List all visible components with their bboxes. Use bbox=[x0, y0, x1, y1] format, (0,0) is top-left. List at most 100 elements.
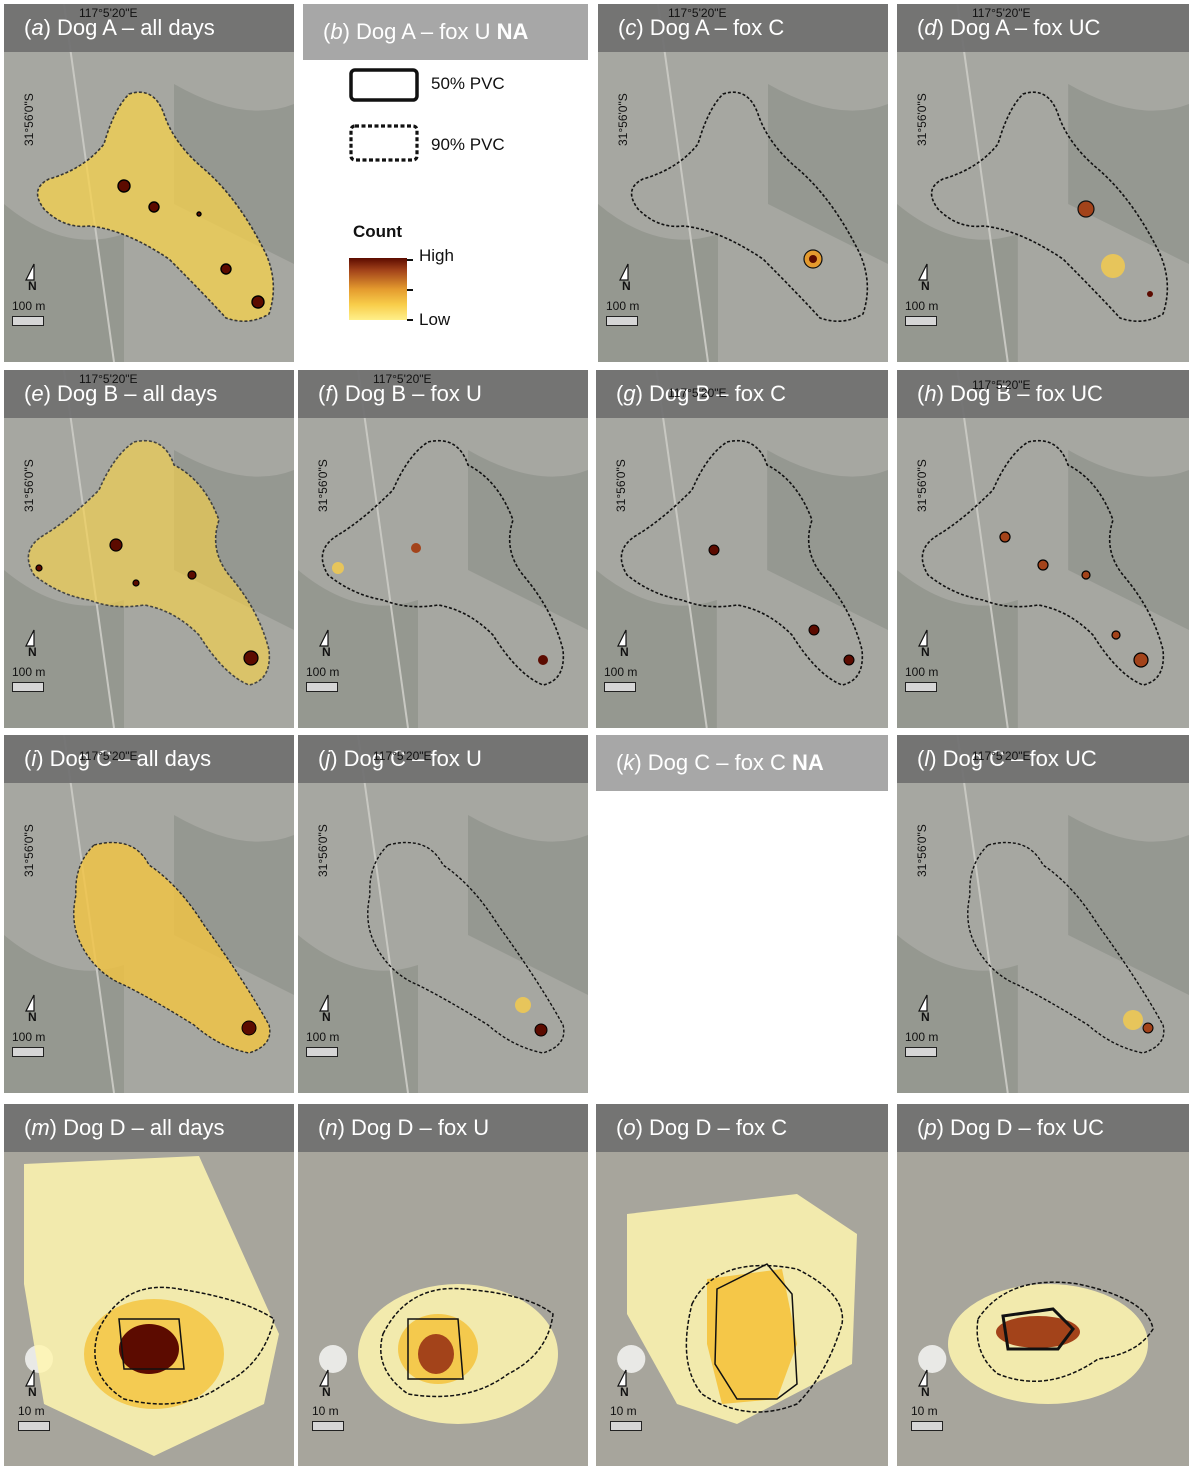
north-arrow-icon: N bbox=[22, 626, 46, 660]
panel-p: (p) Dog D – fox UC N 10 m bbox=[897, 1104, 1189, 1466]
panel-k: (k) Dog C – fox C NA bbox=[596, 735, 888, 1093]
panel-j: (j) Dog C – fox U 117°5'20"E 31°56'0"S N… bbox=[298, 735, 588, 1093]
latitude-label: 31°56'0"S bbox=[915, 93, 929, 146]
north-arrow-icon: N bbox=[22, 1366, 46, 1400]
scale-bar: 10 m bbox=[18, 1404, 50, 1431]
panel-header: (k) Dog C – fox C NA bbox=[596, 735, 888, 791]
panel-header: (o) Dog D – fox C bbox=[596, 1104, 888, 1152]
scale-bar: 100 m bbox=[306, 1030, 339, 1057]
longitude-label: 117°5'20"E bbox=[668, 6, 727, 20]
scale-bar: 100 m bbox=[905, 299, 938, 326]
satellite-map bbox=[298, 370, 588, 728]
panel-b: (b) Dog A – fox U NA 50% PVC 90% PVC Cou… bbox=[303, 4, 588, 362]
north-arrow-icon: N bbox=[915, 991, 939, 1025]
panel-c: (c) Dog A – fox C 117°5'20"E 31°56'0"S N… bbox=[598, 4, 888, 362]
panel-o: (o) Dog D – fox C N 10 m bbox=[596, 1104, 888, 1466]
panel-d: (d) Dog A – fox UC 117°5'20"E 31°56'0"S … bbox=[897, 4, 1189, 362]
pvc50-label: 50% PVC bbox=[431, 74, 505, 93]
satellite-map bbox=[897, 370, 1189, 728]
north-arrow-icon: N bbox=[915, 1366, 939, 1400]
latitude-label: 31°56'0"S bbox=[22, 824, 36, 877]
north-arrow-icon: N bbox=[22, 260, 46, 294]
north-arrow-icon: N bbox=[614, 626, 638, 660]
longitude-label: 117°5'20"E bbox=[972, 6, 1031, 20]
satellite-map bbox=[897, 735, 1189, 1093]
north-arrow-icon: N bbox=[915, 260, 939, 294]
north-arrow-icon: N bbox=[616, 260, 640, 294]
panel-header: (e) Dog B – all days bbox=[4, 370, 294, 418]
panel-header: (c) Dog A – fox C bbox=[598, 4, 888, 52]
count-high-label: High bbox=[419, 246, 454, 265]
scale-bar: 100 m bbox=[606, 299, 639, 326]
scale-bar: 10 m bbox=[911, 1404, 943, 1431]
latitude-label: 31°56'0"S bbox=[915, 459, 929, 512]
panel-header: (a) Dog A – all days bbox=[4, 4, 294, 52]
tick-low bbox=[407, 319, 413, 321]
scale-bar: 10 m bbox=[312, 1404, 344, 1431]
longitude-label: 117°5'20"E bbox=[972, 378, 1031, 392]
longitude-label: 117°5'20"E bbox=[373, 372, 432, 386]
satellite-map bbox=[298, 735, 588, 1093]
north-arrow-icon: N bbox=[316, 991, 340, 1025]
longitude-label: 117°5'20"E bbox=[972, 749, 1031, 763]
panel-header: (g) Dog B – fox C bbox=[596, 370, 888, 418]
panel-l: (l) Dog C – fox UC 117°5'20"E 31°56'0"S … bbox=[897, 735, 1189, 1093]
scale-bar: 100 m bbox=[12, 1030, 45, 1057]
latitude-label: 31°56'0"S bbox=[616, 93, 630, 146]
north-arrow-icon: N bbox=[614, 1366, 638, 1400]
longitude-label: 117°5'20"E bbox=[373, 749, 432, 763]
panel-header: (b) Dog A – fox U NA bbox=[303, 4, 588, 60]
latitude-label: 31°56'0"S bbox=[22, 459, 36, 512]
panel-header: (l) Dog C – fox UC bbox=[897, 735, 1189, 783]
panel-g: (g) Dog B – fox C 117°5'20"E 31°56'0"S N… bbox=[596, 370, 888, 728]
count-legend-title: Count bbox=[353, 222, 403, 241]
panel-a: (a) Dog A – all days 117°5'20"E 31°56'0"… bbox=[4, 4, 294, 362]
satellite-map bbox=[4, 370, 294, 728]
satellite-map bbox=[4, 735, 294, 1093]
longitude-label: 117°5'20"E bbox=[79, 372, 138, 386]
tick-mid bbox=[407, 289, 413, 291]
panel-n: (n) Dog D – fox U N 10 m bbox=[298, 1104, 588, 1466]
longitude-label: 117°5'20"E bbox=[79, 749, 138, 763]
na-badge: NA bbox=[496, 19, 529, 44]
longitude-label: 117°5'20"E bbox=[79, 6, 138, 20]
longitude-label: 117°5'20"E bbox=[668, 386, 727, 400]
panel-header: (f) Dog B – fox U bbox=[298, 370, 588, 418]
scale-bar: 100 m bbox=[905, 1030, 938, 1057]
satellite-map bbox=[897, 4, 1189, 362]
panel-h: (h) Dog B – fox UC 117°5'20"E 31°56'0"S … bbox=[897, 370, 1189, 728]
satellite-map bbox=[596, 370, 888, 728]
panel-header: (h) Dog B – fox UC bbox=[897, 370, 1189, 418]
panel-header: (j) Dog C – fox U bbox=[298, 735, 588, 783]
latitude-label: 31°56'0"S bbox=[614, 459, 628, 512]
panel-header: (n) Dog D – fox U bbox=[298, 1104, 588, 1152]
scale-bar: 100 m bbox=[604, 665, 637, 692]
count-color-ramp bbox=[349, 258, 407, 320]
north-arrow-icon: N bbox=[316, 626, 340, 660]
panel-header: (d) Dog A – fox UC bbox=[897, 4, 1189, 52]
panel-header: (p) Dog D – fox UC bbox=[897, 1104, 1189, 1152]
pvc90-swatch bbox=[349, 124, 419, 162]
latitude-label: 31°56'0"S bbox=[316, 459, 330, 512]
panel-f: (f) Dog B – fox U 117°5'20"E 31°56'0"S N… bbox=[298, 370, 588, 728]
scale-bar: 100 m bbox=[12, 665, 45, 692]
scale-bar: 100 m bbox=[905, 665, 938, 692]
north-arrow-icon: N bbox=[22, 991, 46, 1025]
north-arrow-icon: N bbox=[915, 626, 939, 660]
panel-header: (m) Dog D – all days bbox=[4, 1104, 294, 1152]
panel-i: (i) Dog C – all days 117°5'20"E 31°56'0"… bbox=[4, 735, 294, 1093]
north-arrow-icon: N bbox=[316, 1366, 340, 1400]
panel-header: (i) Dog C – all days bbox=[4, 735, 294, 783]
scale-bar: 100 m bbox=[12, 299, 45, 326]
panel-e: (e) Dog B – all days 117°5'20"E 31°56'0"… bbox=[4, 370, 294, 728]
latitude-label: 31°56'0"S bbox=[22, 93, 36, 146]
panel-m: (m) Dog D – all days N 10 m bbox=[4, 1104, 294, 1466]
satellite-map bbox=[598, 4, 888, 362]
count-low-label: Low bbox=[419, 310, 451, 329]
scale-bar: 10 m bbox=[610, 1404, 642, 1431]
na-badge: NA bbox=[792, 750, 824, 775]
latitude-label: 31°56'0"S bbox=[915, 824, 929, 877]
pvc90-label: 90% PVC bbox=[431, 135, 505, 154]
scale-bar: 100 m bbox=[306, 665, 339, 692]
satellite-map bbox=[4, 4, 294, 362]
